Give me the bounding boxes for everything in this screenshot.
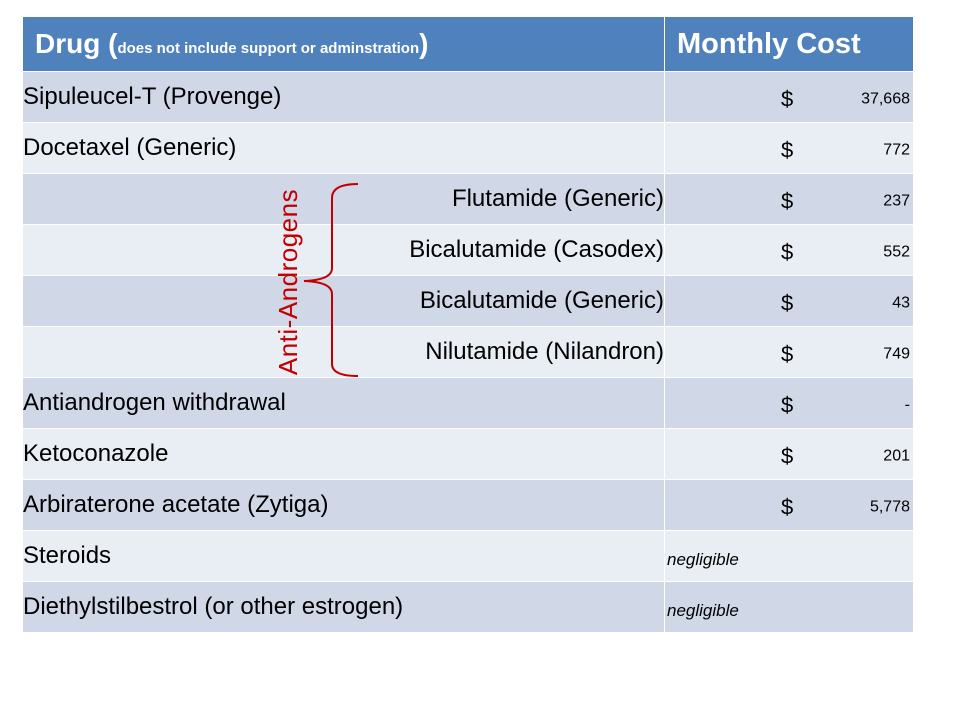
cost-amount: 43 [892, 294, 910, 312]
cost-negligible: negligible [667, 601, 739, 620]
cost-amount: 749 [883, 345, 910, 363]
brace-path [303, 183, 359, 377]
table-row: Bicalutamide (Casodex) $552 [22, 224, 914, 276]
currency-symbol: $ [781, 137, 794, 163]
drug-name: Flutamide (Generic) [22, 173, 665, 225]
monthly-cost: $201 [664, 428, 914, 480]
monthly-cost: $237 [664, 173, 914, 225]
header-row: Drug (does not include support or admins… [22, 16, 914, 72]
drug-name: Diethylstilbestrol (or other estrogen) [22, 581, 665, 633]
table-row: Ketoconazole $201 [22, 428, 914, 480]
currency-symbol: $ [781, 494, 794, 520]
drug-name: Ketoconazole [22, 428, 665, 480]
drug-name: Arbiraterone acetate (Zytiga) [22, 479, 665, 531]
monthly-cost: $5,778 [664, 479, 914, 531]
table-row: Steroids negligible [22, 530, 914, 582]
monthly-cost: $552 [664, 224, 914, 276]
drug-name: Antiandrogen withdrawal [22, 377, 665, 429]
monthly-cost: negligible [664, 530, 914, 582]
drug-column-header: Drug (does not include support or admins… [22, 16, 665, 72]
currency-symbol: $ [781, 86, 794, 112]
monthly-cost: $749 [664, 326, 914, 378]
currency-symbol: $ [781, 341, 794, 367]
monthly-cost: $772 [664, 122, 914, 174]
drug-name: Bicalutamide (Casodex) [22, 224, 665, 276]
drug-name: Sipuleucel-T (Provenge) [22, 71, 665, 123]
table-row: Nilutamide (Nilandron) $749 [22, 326, 914, 378]
table-row: Sipuleucel-T (Provenge) $37,668 [22, 71, 914, 123]
monthly-cost: $ - [664, 377, 914, 429]
table-row: Bicalutamide (Generic) $43 [22, 275, 914, 327]
monthly-cost: $37,668 [664, 71, 914, 123]
cost-amount: 201 [883, 447, 910, 465]
table-row: Arbiraterone acetate (Zytiga) $5,778 [22, 479, 914, 531]
currency-symbol: $ [781, 188, 794, 214]
cost-amount: 5,778 [869, 498, 910, 516]
table-row: Docetaxel (Generic) $772 [22, 122, 914, 174]
cost-negligible: negligible [667, 550, 739, 569]
table-row: Diethylstilbestrol (or other estrogen) n… [22, 581, 914, 633]
cost-amount: 772 [883, 141, 910, 159]
monthly-cost: negligible [664, 581, 914, 633]
table-row: Antiandrogen withdrawal $ - [22, 377, 914, 429]
cost-amount: 552 [883, 243, 910, 261]
drug-name: Nilutamide (Nilandron) [22, 326, 665, 378]
cost-amount: 37,668 [861, 90, 910, 108]
cost-amount: - [904, 396, 910, 414]
currency-symbol: $ [781, 290, 794, 316]
drug-column-note: does not include support or adminstratio… [117, 40, 420, 57]
anti-androgens-brace [303, 183, 359, 377]
cost-amount: 237 [883, 192, 910, 210]
drug-cost-table: Drug (does not include support or admins… [22, 16, 914, 633]
currency-symbol: $ [781, 392, 794, 418]
monthly-cost-column-header: Monthly Cost [664, 16, 914, 72]
currency-symbol: $ [781, 239, 794, 265]
table-row: Flutamide (Generic) $237 [22, 173, 914, 225]
monthly-cost: $43 [664, 275, 914, 327]
drug-name: Docetaxel (Generic) [22, 122, 665, 174]
currency-symbol: $ [781, 443, 794, 469]
drug-name: Steroids [22, 530, 665, 582]
